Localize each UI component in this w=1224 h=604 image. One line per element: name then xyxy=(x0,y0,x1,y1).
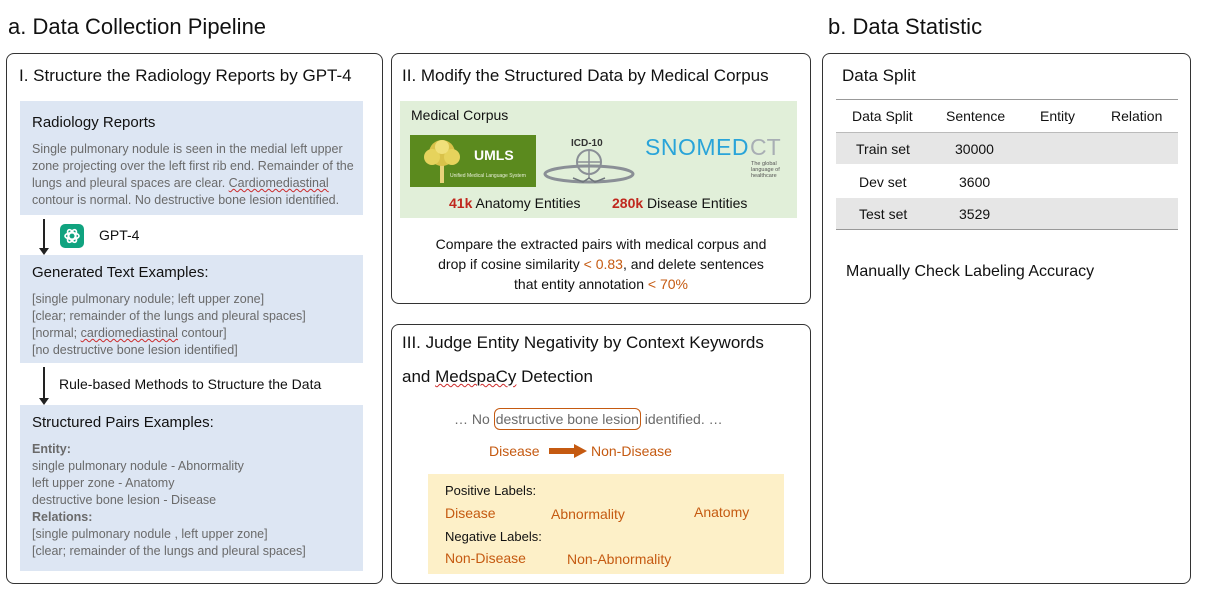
gpt-label: GPT-4 xyxy=(99,227,140,243)
table-row: Dev set 3600 xyxy=(836,166,1178,197)
radiology-report-text: Single pulmonary nodule is seen in the m… xyxy=(32,142,354,207)
radiology-reports-box xyxy=(20,101,363,215)
generated-text-title: Generated Text Examples: xyxy=(32,264,209,281)
table-header: Entity xyxy=(1040,108,1076,124)
structured-pairs-box xyxy=(20,405,363,571)
snomed-ct-logo: SNOMED CT The global language of healthc… xyxy=(645,134,795,179)
data-split-title: Data Split xyxy=(842,66,916,85)
positive-label: Disease xyxy=(445,505,496,521)
umls-text: UMLS xyxy=(474,147,514,163)
table-row: Test set 3529 xyxy=(836,198,1178,229)
table-row: Train set 30000 xyxy=(836,133,1178,164)
rule-based-label: Rule-based Methods to Structure the Data xyxy=(59,376,322,392)
arrow-right-icon xyxy=(549,444,587,458)
table-header: Relation xyxy=(1111,108,1163,124)
label-to: Non-Disease xyxy=(591,443,672,459)
table-header: Data Split xyxy=(852,108,913,124)
umls-logo: UMLS Unified Medical Language System xyxy=(410,135,536,187)
medical-corpus-title: Medical Corpus xyxy=(411,107,509,123)
panel-3-title-line1: III. Judge Entity Negativity by Context … xyxy=(402,333,764,352)
negation-example: … No destructive bone lesion identified.… xyxy=(454,408,723,430)
table-bottom-rule xyxy=(836,229,1178,230)
panel-2-title: II. Modify the Structured Data by Medica… xyxy=(402,66,769,85)
table-header: Sentence xyxy=(946,108,1006,124)
generated-text-lines: [single pulmonary nodule; left upper zon… xyxy=(32,292,306,357)
icd10-text: ICD-10 xyxy=(571,138,603,149)
generated-text-box xyxy=(20,255,363,363)
openai-icon xyxy=(60,224,84,248)
highlighted-entity: destructive bone lesion xyxy=(493,408,641,430)
labels-box xyxy=(428,474,784,574)
positive-label: Anatomy xyxy=(694,504,750,520)
disease-entities-count: 280k Disease Entities xyxy=(612,195,748,211)
section-b-title: b. Data Statistic xyxy=(828,14,983,39)
arrow-down-gpt xyxy=(40,219,48,255)
positive-labels-title: Positive Labels: xyxy=(445,483,537,498)
table-header-rule xyxy=(836,132,1178,133)
table-header-row: Data Split Sentence Entity Relation xyxy=(836,101,1178,132)
anatomy-entities-count: 41k Anatomy Entities xyxy=(449,195,581,211)
snomed-text: SNOMED xyxy=(645,134,749,160)
snomed-tagline: The global language of healthcare xyxy=(751,161,780,179)
negative-labels-title: Negative Labels: xyxy=(445,529,542,544)
panel-3-title-line2: and MedspaCy Detection xyxy=(402,367,593,386)
structured-pairs-title: Structured Pairs Examples: xyxy=(32,414,214,431)
manual-check-note: Manually Check Labeling Accuracy xyxy=(846,263,1095,280)
section-a-title: a. Data Collection Pipeline xyxy=(8,14,267,39)
ct-text: CT xyxy=(750,134,781,160)
negative-label: Non-Disease xyxy=(445,550,526,566)
radiology-reports-title: Radiology Reports xyxy=(32,114,156,131)
icd10-logo: ICD-10 xyxy=(543,134,636,190)
label-from: Disease xyxy=(489,443,540,459)
arrow-down-rule xyxy=(40,367,48,405)
panel-1-title: I. Structure the Radiology Reports by GP… xyxy=(19,66,352,85)
positive-label: Abnormality xyxy=(551,506,625,522)
misspelled-word: Cardiomediastinal xyxy=(228,176,329,190)
table-top-rule xyxy=(836,99,1178,100)
structured-pairs-lines: Entity: single pulmonary nodule - Abnorm… xyxy=(32,442,306,558)
umls-subtext: Unified Medical Language System xyxy=(450,173,526,179)
corpus-filter-description: Compare the extracted pairs with medical… xyxy=(435,236,767,292)
negative-label: Non-Abnormality xyxy=(567,551,672,567)
